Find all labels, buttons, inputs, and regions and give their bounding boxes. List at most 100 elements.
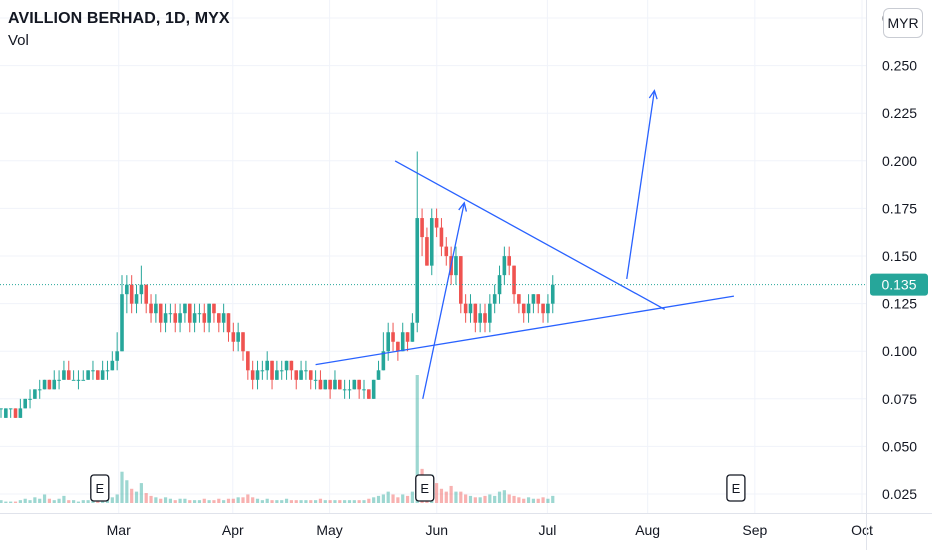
volume-bar <box>386 491 390 503</box>
volume-bar <box>270 500 274 503</box>
candle-body <box>439 227 444 247</box>
candle-body <box>488 303 492 323</box>
candle-body <box>304 370 308 372</box>
volume-bar <box>4 501 8 503</box>
volume-bar <box>0 500 3 503</box>
volume-bar <box>246 494 250 503</box>
chart-legend: AVILLION BERHAD, 1D, MYX Vol <box>8 10 230 49</box>
x-tick-label: Jul <box>538 522 556 538</box>
volume-bar <box>381 494 385 503</box>
volume-bar <box>173 500 177 503</box>
candle-body <box>96 370 100 380</box>
volume-bar <box>28 500 32 503</box>
x-tick-label: Sep <box>742 522 767 538</box>
candle-body <box>400 332 405 352</box>
candle-body <box>163 313 168 323</box>
volume-bar <box>67 500 71 503</box>
candle-body <box>526 303 531 314</box>
candle-body <box>221 313 226 323</box>
candle-body <box>231 332 236 342</box>
candle-body <box>173 313 178 323</box>
volume-bar <box>134 491 139 503</box>
candle-body <box>168 313 173 315</box>
candle-body <box>507 256 511 266</box>
volume-bar <box>120 471 124 503</box>
volume-bar <box>546 498 550 503</box>
x-tick-label: Mar <box>107 522 131 538</box>
volume-bar <box>42 494 47 503</box>
candle-body <box>308 370 313 380</box>
svg-text:E: E <box>95 481 104 496</box>
candle-body <box>410 322 415 342</box>
volume-bar <box>536 498 540 503</box>
candle-body <box>149 303 153 314</box>
candle-body <box>217 313 221 323</box>
candle-body <box>62 370 66 380</box>
volume-legend[interactable]: Vol <box>8 32 29 49</box>
x-tick-label: Oct <box>851 522 873 538</box>
earnings-marker[interactable]: E <box>415 474 435 502</box>
candle-body <box>429 218 434 266</box>
volume-bar <box>531 498 535 503</box>
candle-body <box>454 256 458 276</box>
trendline-breakout-right <box>626 90 656 280</box>
currency-button[interactable]: MYR <box>883 8 923 38</box>
candle-body <box>241 332 245 352</box>
x-tick-label: May <box>316 522 342 538</box>
last-price-label: 0.135 <box>881 277 916 293</box>
volume-bar <box>280 500 284 503</box>
volume-bar <box>47 498 51 503</box>
candle-body <box>294 370 299 380</box>
volume-bar <box>105 500 110 503</box>
y-tick-label: 0.200 <box>882 153 917 169</box>
candle-body <box>463 303 468 314</box>
volume-bar <box>333 500 337 503</box>
candle-body <box>323 379 328 390</box>
volume-bar <box>289 500 293 503</box>
x-tick-label: Aug <box>635 522 660 538</box>
volume-bar <box>478 497 482 503</box>
candle-body <box>338 379 342 390</box>
candle-body <box>212 303 216 314</box>
candle-body <box>100 370 105 380</box>
candle-body <box>250 370 255 380</box>
volume-bar <box>376 495 381 503</box>
y-tick-label: 0.075 <box>882 391 917 407</box>
volume-bar <box>328 500 332 503</box>
earnings-marker[interactable]: E <box>90 474 110 502</box>
volume-bar <box>372 497 376 503</box>
volume-bar <box>178 498 182 503</box>
y-tick-label: 0.250 <box>882 58 917 74</box>
candle-body <box>192 313 197 323</box>
candle-body <box>386 332 390 352</box>
volume-bar <box>526 497 531 503</box>
candle-body <box>66 370 71 380</box>
volume-bar <box>81 500 85 503</box>
candle-body <box>86 370 90 380</box>
candle-body <box>265 360 269 371</box>
candle-body <box>8 408 13 410</box>
volume-bar <box>57 498 61 503</box>
volume-bar <box>367 498 371 503</box>
volume-bar <box>473 497 477 503</box>
candle-body <box>531 294 536 304</box>
symbol-title[interactable]: AVILLION BERHAD, 1D, MYX <box>8 10 230 27</box>
candle-body <box>125 284 129 295</box>
candle-body <box>318 379 323 390</box>
candle-body <box>459 256 463 304</box>
candle-body <box>57 379 61 381</box>
volume-bar <box>255 498 260 503</box>
candle-body <box>178 313 182 323</box>
candle-body <box>420 218 424 238</box>
volume-bar <box>217 498 221 503</box>
volume-bar <box>439 488 444 503</box>
candle-body <box>342 389 347 391</box>
volume-bar <box>352 500 356 503</box>
earnings-marker[interactable]: E <box>726 474 746 502</box>
candle-body <box>478 313 482 323</box>
candle-body <box>28 398 32 400</box>
candle-body <box>37 389 42 391</box>
y-tick-label: 0.175 <box>882 200 917 216</box>
candle-body <box>81 379 86 381</box>
